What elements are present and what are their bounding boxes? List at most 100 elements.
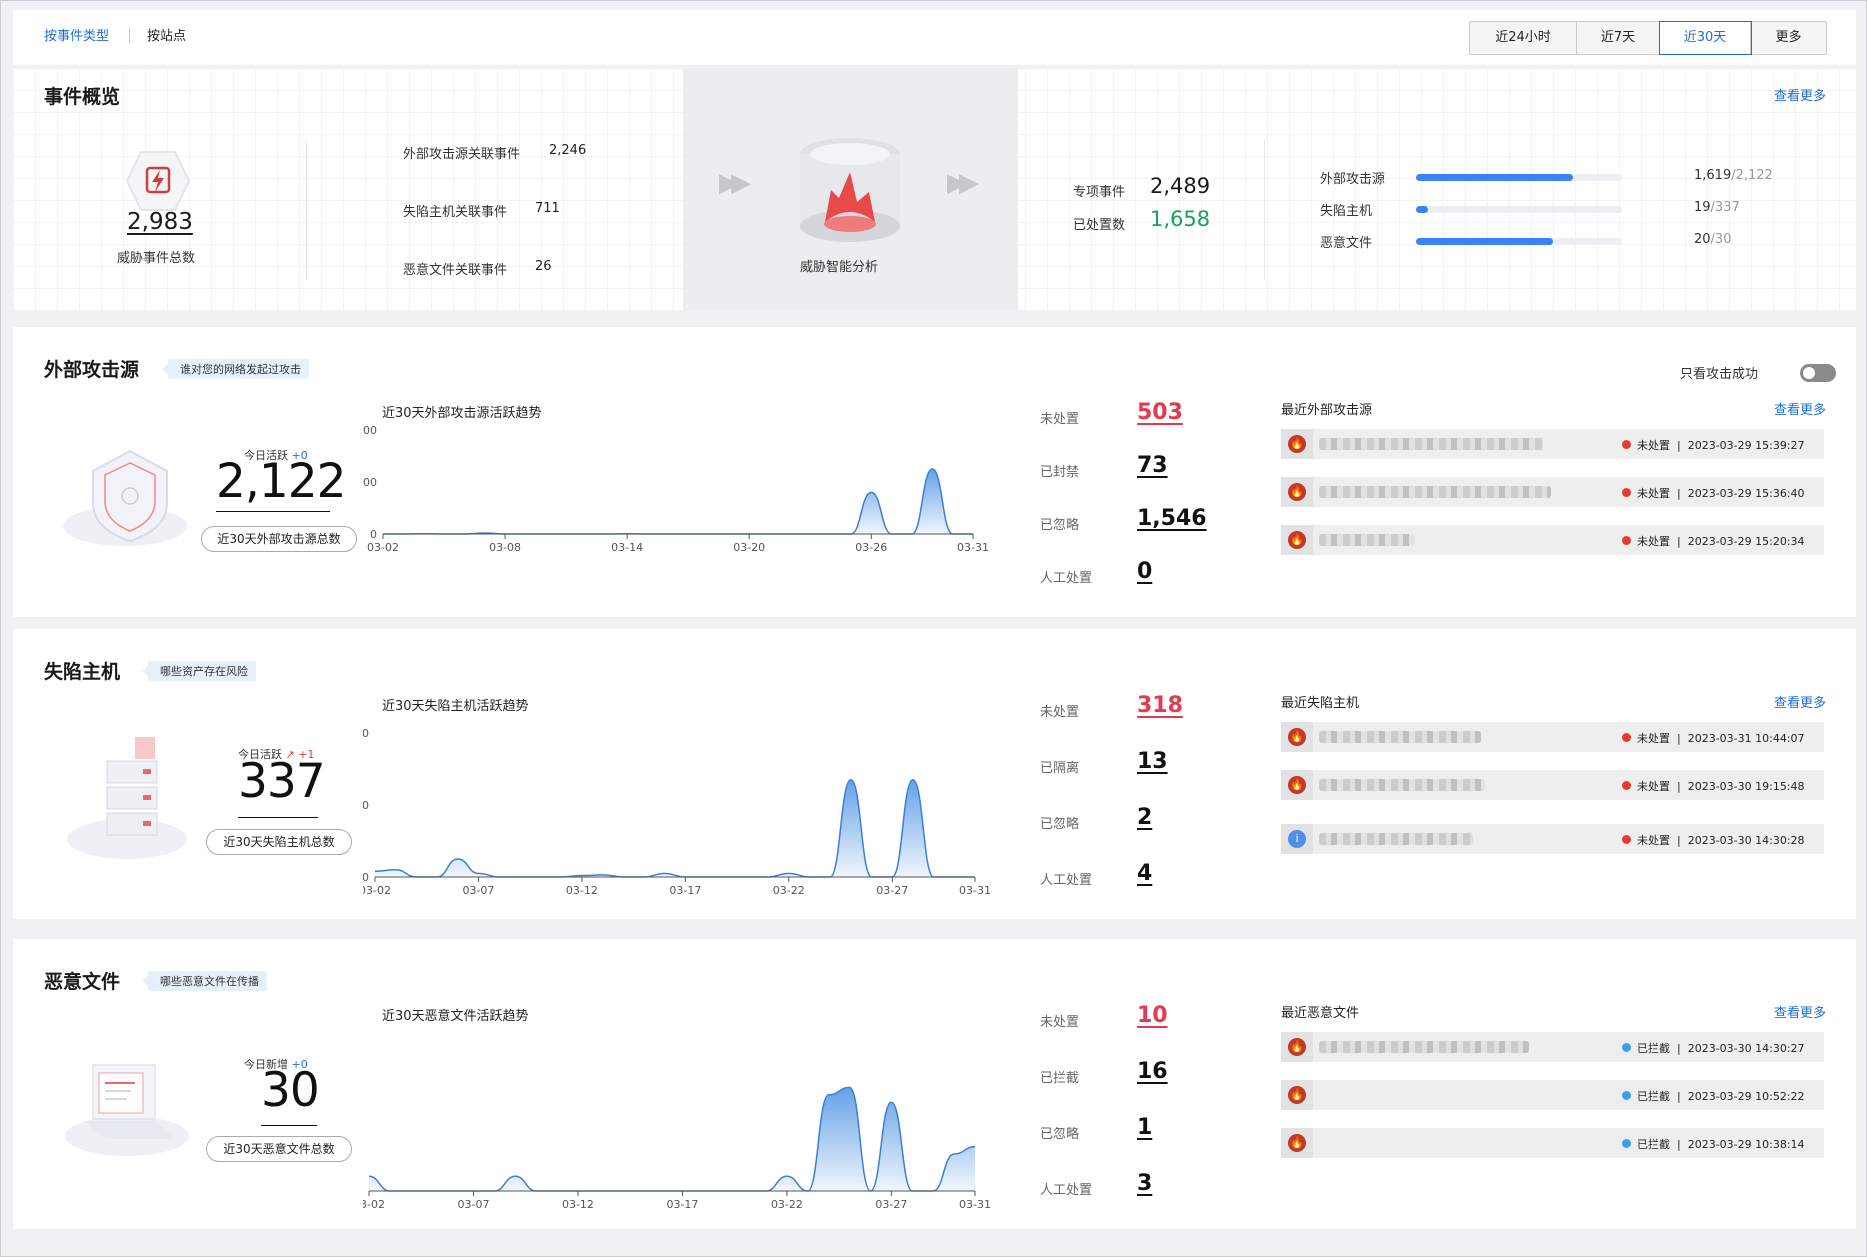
attack-more-link[interactable]: 查看更多 (1773, 403, 1826, 418)
redacted-address (1319, 833, 1473, 845)
host-isolated-value[interactable]: 13 (1137, 749, 1168, 774)
row-status: 未处置 | 2023-03-29 15:39:27 (1637, 439, 1805, 452)
redacted-address (1319, 534, 1415, 546)
x-tick-label: 03-17 (669, 884, 701, 897)
host-total-underline (238, 817, 318, 818)
tab-by-event-type[interactable]: 按事件类型 (44, 29, 110, 44)
host-list-title: 最近失陷主机 (1281, 696, 1360, 711)
host-chart-title: 近30天失陷主机活跃趋势 (382, 699, 529, 714)
file-ignored-value[interactable]: 1 (1137, 1115, 1153, 1140)
status-dot (1622, 835, 1631, 844)
attack-ignored-value[interactable]: 1,546 (1137, 506, 1207, 531)
attack-chart-title: 近30天外部攻击源活跃趋势 (382, 406, 542, 421)
related-file-value[interactable]: 26 (535, 259, 552, 274)
fire-icon: 🔥 (1288, 1134, 1306, 1152)
list-item[interactable]: i 未处置 | 2023-03-30 14:30:28 (1281, 824, 1824, 854)
list-item[interactable]: 🔥 已拦截 | 2023-03-29 10:52:22 (1281, 1080, 1824, 1110)
attack-total-value[interactable]: 2,122 (216, 454, 347, 509)
file-total-button[interactable]: 近30天恶意文件总数 (206, 1136, 352, 1162)
list-item[interactable]: 🔥 未处置 | 2023-03-30 19:15:48 (1281, 770, 1824, 800)
fire-icon: 🔥 (1288, 728, 1306, 746)
progress-attack-fill (1416, 174, 1574, 181)
redacted-address (1319, 779, 1485, 791)
handled-value[interactable]: 1,658 (1150, 207, 1211, 231)
list-item[interactable]: 🔥 未处置 | 2023-03-31 10:44:07 (1281, 722, 1824, 752)
list-item[interactable]: 🔥 未处置 | 2023-03-29 15:39:27 (1281, 429, 1824, 459)
tab-by-site[interactable]: 按站点 (147, 29, 187, 44)
list-item[interactable]: 🔥 未处置 | 2023-03-29 15:20:34 (1281, 525, 1824, 555)
range-more-button[interactable]: 更多 (1751, 22, 1826, 54)
arrow-out-icon: ▶▶ (947, 168, 979, 198)
y-tick-label: 100 (363, 799, 369, 812)
host-total-value[interactable]: 337 (238, 754, 326, 809)
progress-host-label: 失陷主机 (1320, 204, 1373, 219)
attack-blocked-label: 已封禁 (1040, 465, 1080, 480)
host-manual-value[interactable]: 4 (1137, 861, 1153, 886)
attack-unhandled-value[interactable]: 503 (1137, 400, 1183, 425)
progress-attack-bar (1416, 174, 1622, 181)
overview-more-link[interactable]: 查看更多 (1773, 89, 1826, 104)
attack-manual-value[interactable]: 0 (1137, 559, 1153, 584)
host-ignored-value[interactable]: 2 (1137, 805, 1153, 830)
series-line (383, 468, 973, 535)
x-tick-label: 03-08 (489, 541, 521, 554)
shield-icon (63, 449, 187, 546)
attack-trend-chart: 0 1,000 2,000 03-02 03-08 03-14 03-20 03-26 03-3… (363, 424, 989, 554)
range-24h-button[interactable]: 近24小时 (1470, 22, 1577, 54)
related-host-value[interactable]: 711 (535, 201, 560, 216)
top-bar: 按事件类型 按站点 近24小时 近7天 近30天 更多 (13, 10, 1856, 65)
host-unhandled-value[interactable]: 318 (1137, 693, 1183, 718)
overview-title: 事件概览 (44, 86, 121, 108)
threat-hexagon-icon (125, 151, 191, 211)
progress-host-count: 19/337 (1694, 200, 1740, 215)
file-manual-value[interactable]: 3 (1137, 1171, 1153, 1196)
fire-icon: 🔥 (1288, 1038, 1306, 1056)
file-unhandled-value[interactable]: 10 (1137, 1003, 1168, 1028)
progress-host-fill (1416, 206, 1428, 213)
row-icon-box: 🔥 (1281, 1032, 1313, 1062)
progress-file-label: 恶意文件 (1320, 236, 1373, 251)
attack-manual-label: 人工处置 (1040, 571, 1093, 586)
host-title: 失陷主机 (44, 661, 121, 683)
list-item[interactable]: 🔥 已拦截 | 2023-03-29 10:38:14 (1281, 1128, 1824, 1158)
x-tick-label: 03-22 (771, 1198, 803, 1211)
redacted-filename (1319, 1041, 1529, 1053)
file-today-label: 今日新增 +0 (244, 1058, 308, 1071)
range-30d-button[interactable]: 近30天 (1659, 21, 1752, 55)
list-item[interactable]: 🔥 未处置 | 2023-03-29 15:36:40 (1281, 477, 1824, 507)
total-threat-value[interactable]: 2,983 (127, 209, 193, 235)
host-total-button[interactable]: 近30天失陷主机总数 (206, 829, 352, 855)
time-range-group: 近24小时 近7天 近30天 更多 (1469, 21, 1827, 55)
host-manual-label: 人工处置 (1040, 873, 1093, 888)
attack-total-button[interactable]: 近30天外部攻击源总数 (201, 526, 357, 552)
host-more-link[interactable]: 查看更多 (1773, 696, 1826, 711)
attack-blocked-value[interactable]: 73 (1137, 453, 1168, 478)
row-icon-box: 🔥 (1281, 525, 1313, 555)
x-tick-label: 03-22 (773, 884, 805, 897)
status-dot (1622, 1139, 1631, 1148)
success-only-toggle[interactable] (1800, 364, 1836, 382)
range-7d-button[interactable]: 近7天 (1577, 22, 1660, 54)
special-event-value[interactable]: 2,489 (1150, 174, 1211, 198)
file-ignored-label: 已忽略 (1040, 1127, 1080, 1142)
attack-ignored-label: 已忽略 (1040, 518, 1080, 533)
row-status: 已拦截 | 2023-03-30 14:30:27 (1637, 1042, 1805, 1055)
x-tick-label: 03-02 (363, 884, 391, 897)
x-tick-label: 03-26 (855, 541, 887, 554)
series-line (374, 779, 975, 878)
tab-divider (129, 28, 130, 43)
file-unhandled-label: 未处置 (1040, 1015, 1080, 1030)
file-total-value[interactable]: 30 (261, 1063, 320, 1118)
file-more-link[interactable]: 查看更多 (1773, 1006, 1826, 1021)
attack-today-label: 今日活跃 +0 (244, 449, 308, 462)
y-tick-label: 200 (363, 727, 369, 740)
row-icon-box: 🔥 (1281, 477, 1313, 507)
file-intercepted-value[interactable]: 16 (1137, 1059, 1168, 1084)
compromised-host-section: 失陷主机 哪些资产存在风险 今日活跃 ↗ +1 337 近30天失陷主机总数 近… (13, 629, 1856, 919)
y-tick-label: 2,000 (363, 424, 377, 437)
related-attack-value[interactable]: 2,246 (549, 143, 587, 158)
threat-analysis-label: 威胁智能分析 (800, 260, 879, 275)
list-item[interactable]: 🔥 已拦截 | 2023-03-30 14:30:27 (1281, 1032, 1824, 1062)
